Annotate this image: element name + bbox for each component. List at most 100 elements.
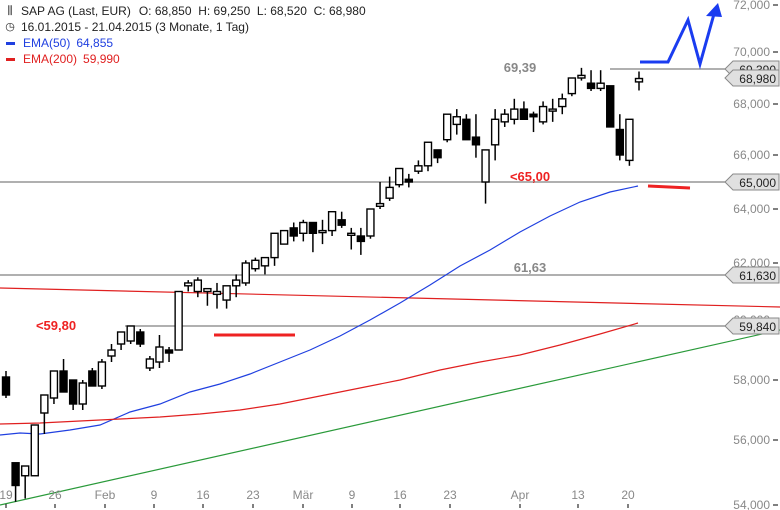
ema50-line	[0, 185, 639, 436]
ema200-label: EMA(200)	[23, 52, 78, 66]
svg-text:61,630: 61,630	[739, 269, 776, 283]
x-tick-label: Apr	[511, 488, 530, 502]
candle	[404, 173, 414, 188]
candle	[203, 287, 212, 306]
ema-lines	[0, 185, 639, 436]
candle	[519, 101, 529, 120]
candle	[481, 149, 490, 204]
x-tick-label: Feb	[95, 488, 116, 502]
candle	[145, 356, 155, 371]
candle	[423, 141, 433, 172]
candle	[510, 98, 519, 125]
candle	[212, 282, 222, 309]
y-tick-label: 68,000	[733, 97, 770, 111]
y-tick-label: 58,000	[733, 373, 770, 387]
price-tag: 61,630	[724, 266, 780, 284]
candle	[251, 257, 260, 272]
price-tag: 68,980	[724, 69, 780, 87]
y-tick-label: 70,000	[733, 45, 770, 59]
support-resistance-lines	[0, 68, 725, 327]
x-tick-label: 19	[0, 488, 13, 502]
candle	[327, 210, 337, 236]
candle	[107, 344, 116, 362]
candle	[558, 93, 567, 115]
x-tick-label: 16	[393, 488, 407, 502]
candle	[490, 109, 500, 161]
candle	[471, 114, 481, 158]
candle	[164, 347, 174, 362]
annotation-label: 69,39	[504, 60, 537, 75]
price-tag: 59,840	[724, 317, 780, 335]
legend-title-row: ⫼ SAP AG (Last, EUR) O: 68,850 H: 69,250…	[4, 3, 366, 19]
candle	[586, 70, 596, 91]
chart-legend: ⫼ SAP AG (Last, EUR) O: 68,850 H: 69,250…	[4, 3, 366, 67]
x-tick-label: 9	[151, 488, 158, 502]
y-tick-label: 72,000	[733, 0, 770, 12]
candle	[548, 98, 557, 122]
ema50-value: 64,855	[76, 36, 114, 50]
candle	[88, 368, 97, 387]
candle	[30, 424, 39, 477]
annotation-label: <65,00	[510, 169, 550, 184]
candle	[49, 370, 59, 404]
candle	[97, 359, 107, 389]
x-tick-label: Mär	[293, 488, 314, 502]
y-tick-label: 54,000	[733, 498, 770, 510]
candle	[366, 208, 375, 239]
x-tick-label: 13	[571, 488, 585, 502]
y-tick-label: 56,000	[733, 433, 770, 447]
ema200-swatch	[6, 57, 15, 61]
svg-text:68,980: 68,980	[739, 72, 776, 86]
legend-ohlc: O: 68,850 H: 69,250 L: 68,520 C: 68,980	[138, 4, 366, 18]
support-trendline	[0, 329, 780, 506]
candle	[308, 221, 318, 253]
resistance-trendline	[0, 287, 780, 308]
annotations: 69,39 <65,00 61,63 <59,80	[36, 60, 691, 337]
candle	[433, 149, 442, 164]
candle	[347, 227, 356, 250]
candle	[567, 77, 577, 97]
annotation-label: 61,63	[514, 260, 547, 275]
legend-range-row: ◷ 16.01.2015 - 21.04.2015 (3 Monate, 1 T…	[4, 19, 366, 35]
candle	[318, 219, 327, 245]
candle	[1, 371, 11, 398]
candle	[299, 219, 308, 242]
candle	[442, 113, 452, 143]
candle	[289, 222, 298, 242]
candle	[538, 101, 548, 125]
candlestick-icon: ⫼	[7, 5, 13, 17]
svg-text:59,840: 59,840	[739, 320, 776, 334]
candle	[20, 465, 30, 499]
ema50-label: EMA(50)	[23, 36, 71, 50]
candle	[241, 260, 250, 286]
candle	[452, 109, 461, 135]
arrow-head-icon	[706, 3, 722, 17]
ema200-line	[0, 322, 639, 425]
ema200-value: 59,990	[83, 52, 120, 66]
candle	[279, 229, 289, 245]
candle	[231, 274, 241, 298]
candle	[68, 379, 78, 410]
candle	[500, 109, 509, 127]
candle	[356, 227, 366, 255]
legend-ema50-row: EMA(50) 64,855	[4, 35, 366, 51]
red-marker	[647, 184, 691, 190]
candle	[222, 285, 231, 309]
candle	[625, 118, 634, 166]
candles	[1, 67, 644, 502]
ema50-swatch	[6, 41, 15, 45]
legend-range: 16.01.2015 - 21.04.2015 (3 Monate, 1 Tag…	[21, 20, 249, 34]
candle	[260, 256, 270, 275]
forecast-arrow-line	[640, 13, 716, 70]
candle	[174, 290, 183, 351]
x-tick-label: 26	[48, 488, 62, 502]
candle	[126, 325, 135, 344]
candle	[462, 114, 471, 141]
candle	[634, 71, 644, 91]
candle	[40, 394, 49, 434]
x-tick-label: 20	[621, 488, 635, 502]
forecast-arrow	[640, 3, 722, 70]
candle	[395, 167, 404, 188]
